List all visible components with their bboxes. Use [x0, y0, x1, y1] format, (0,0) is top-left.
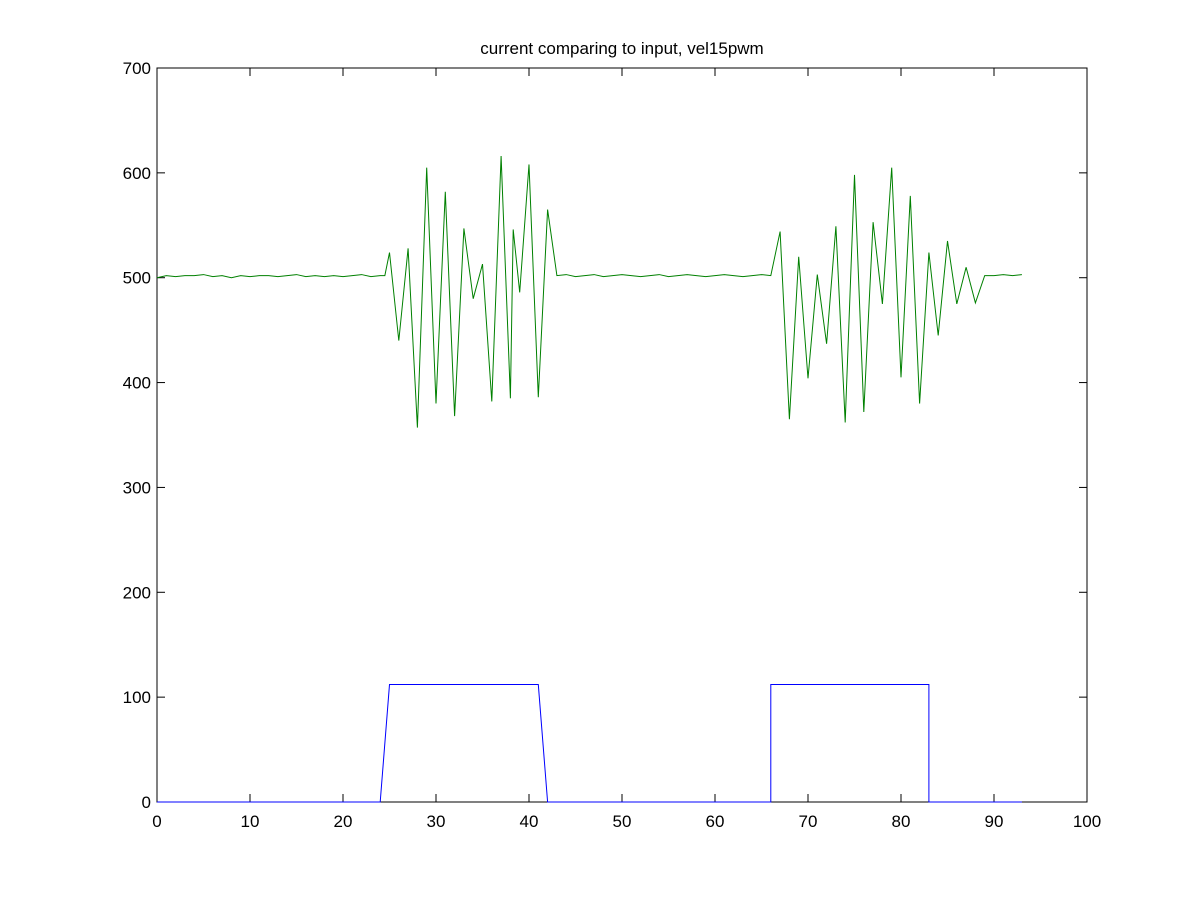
y-tick-label: 300 [123, 478, 151, 497]
series-line-2 [157, 684, 1022, 803]
series-line-1 [156, 156, 1022, 428]
x-tick-label: 100 [1073, 812, 1101, 831]
y-tick-label: 400 [123, 374, 151, 393]
x-tick-label: 0 [152, 812, 161, 831]
x-tick-label: 80 [892, 812, 911, 831]
axis-ticks: 0 10 20 30 40 50 60 70 80 90 100 0 100 200 300 400 500 60… [123, 59, 1102, 831]
x-tick-label: 10 [241, 812, 260, 831]
y-tick-label: 0 [142, 793, 151, 812]
x-tick-label: 30 [427, 812, 446, 831]
plot-area [156, 67, 1088, 803]
x-tick-label: 40 [520, 812, 539, 831]
series-layer [156, 156, 1022, 803]
x-tick-label: 70 [799, 812, 818, 831]
x-tick-label: 90 [985, 812, 1004, 831]
y-tick-label: 200 [123, 583, 151, 602]
y-tick-label: 700 [123, 59, 151, 78]
chart-title: current comparing to input, vel15pwm [480, 39, 763, 58]
x-tick-label: 20 [334, 812, 353, 831]
y-tick-label: 600 [123, 164, 151, 183]
x-tick-label: 50 [613, 812, 632, 831]
y-tick-label: 500 [123, 269, 151, 288]
x-tick-label: 60 [706, 812, 725, 831]
y-tick-label: 100 [123, 688, 151, 707]
